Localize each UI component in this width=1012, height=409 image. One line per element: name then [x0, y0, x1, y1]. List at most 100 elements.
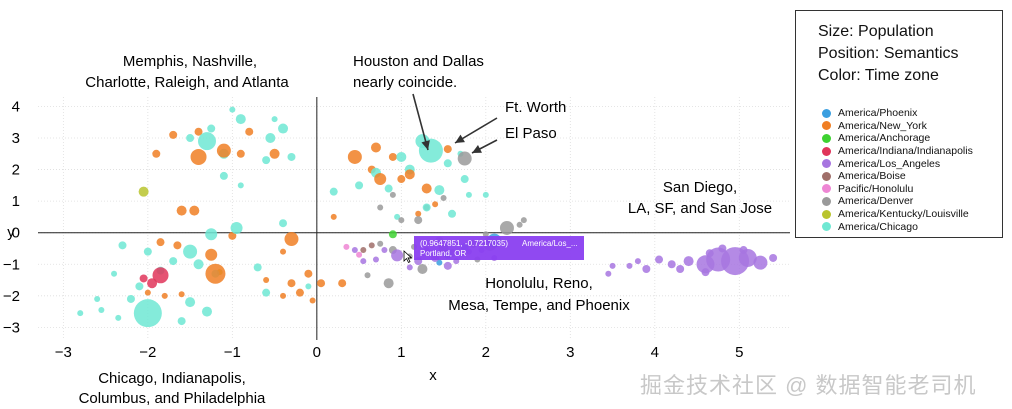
data-point — [205, 248, 218, 261]
data-point — [388, 230, 397, 239]
data-point — [372, 256, 379, 263]
data-point — [126, 294, 135, 303]
data-point — [189, 205, 200, 216]
data-point — [769, 253, 778, 262]
data-point — [295, 288, 304, 297]
x-tick-label: 5 — [735, 344, 743, 361]
legend-item: America/New_York — [822, 120, 973, 133]
annotation-houston-line2: nearly coincide. — [353, 74, 457, 91]
data-point — [443, 261, 452, 270]
data-point — [177, 317, 186, 326]
legend-label: America/Anchorage — [838, 132, 931, 145]
data-point — [347, 149, 362, 164]
data-point — [178, 291, 185, 298]
tooltip-city: Portland, OR — [420, 249, 466, 258]
data-point — [360, 247, 367, 254]
legend-header-size: Size: Population — [818, 23, 934, 40]
data-point — [143, 247, 152, 256]
data-point — [398, 217, 405, 224]
data-point — [229, 106, 236, 113]
data-point — [135, 282, 144, 291]
data-point — [676, 264, 685, 273]
x-tick-label: −1 — [224, 344, 241, 361]
legend-item: America/Boise — [822, 170, 973, 183]
annotation-chicago-line2: Columbus, and Philadelphia — [79, 390, 266, 407]
legend-swatch — [822, 108, 831, 118]
tooltip-zone: America/Los_... — [522, 239, 578, 248]
data-point — [443, 145, 452, 154]
data-point — [721, 247, 750, 276]
annotation-san-diego-line2: LA, SF, and San Jose — [628, 200, 772, 217]
legend-item: America/Phoenix — [822, 107, 973, 120]
data-point — [605, 270, 612, 277]
data-point — [94, 295, 101, 302]
data-point — [343, 243, 350, 250]
legend-item: Pacific/Honolulu — [822, 183, 973, 196]
data-point — [482, 191, 489, 198]
legend-header-position: Position: Semantics — [818, 45, 959, 62]
x-tick-label: 4 — [651, 344, 659, 361]
data-point — [309, 297, 316, 304]
data-point — [421, 183, 432, 194]
data-point — [368, 242, 375, 249]
cursor-icon — [403, 250, 413, 264]
data-point — [138, 186, 149, 197]
legend-items: America/Phoenix America/New_York America/A… — [822, 107, 973, 233]
data-point — [197, 132, 216, 151]
data-point — [169, 130, 178, 139]
data-point — [360, 258, 367, 265]
legend-swatch — [822, 146, 831, 156]
data-point — [520, 217, 527, 224]
data-point — [236, 149, 245, 158]
data-point — [237, 182, 244, 189]
data-point — [355, 181, 364, 190]
data-point — [77, 310, 84, 317]
data-point — [111, 270, 118, 277]
legend-item: America/Chicago — [822, 220, 973, 233]
data-point — [98, 307, 105, 314]
data-point — [201, 306, 212, 317]
data-point — [269, 148, 280, 159]
data-point — [655, 255, 664, 264]
data-point — [169, 257, 178, 266]
data-point — [436, 259, 443, 266]
data-point — [287, 279, 296, 288]
annotation-el-paso: El Paso — [505, 125, 557, 142]
annotation-arrowhead — [472, 144, 482, 153]
data-point — [183, 244, 198, 259]
data-point — [152, 149, 161, 158]
data-point — [417, 263, 428, 274]
data-point — [133, 299, 162, 328]
legend-item: America/Kentucky/Louisville — [822, 208, 973, 221]
data-point — [406, 264, 413, 271]
data-point — [414, 216, 423, 225]
data-point — [219, 171, 228, 180]
annotation-arrow — [412, 93, 429, 151]
watermark: 掘金技术社区 @ 数据智能老司机 — [640, 373, 977, 398]
data-point — [753, 255, 768, 270]
data-point — [482, 231, 489, 238]
data-point — [186, 134, 195, 143]
x-tick-label: 2 — [482, 344, 490, 361]
data-point — [317, 279, 326, 288]
data-point — [356, 251, 363, 258]
data-point — [287, 152, 296, 161]
data-point — [432, 201, 439, 208]
annotation-memphis-line2: Charlotte, Raleigh, and Atlanta — [85, 74, 289, 91]
data-point — [207, 124, 216, 133]
data-point — [161, 292, 168, 299]
data-point — [304, 269, 313, 278]
legend-swatch — [822, 121, 831, 131]
legend-label: America/Kentucky/Louisville — [838, 208, 969, 221]
legend-swatch — [822, 196, 831, 206]
data-point — [499, 220, 514, 235]
legend-swatch — [822, 222, 831, 232]
data-point — [683, 256, 694, 267]
data-point — [465, 191, 472, 198]
data-point — [147, 278, 158, 289]
data-point — [271, 116, 278, 123]
data-point — [642, 264, 651, 273]
data-point — [216, 143, 231, 158]
data-point — [173, 241, 182, 250]
